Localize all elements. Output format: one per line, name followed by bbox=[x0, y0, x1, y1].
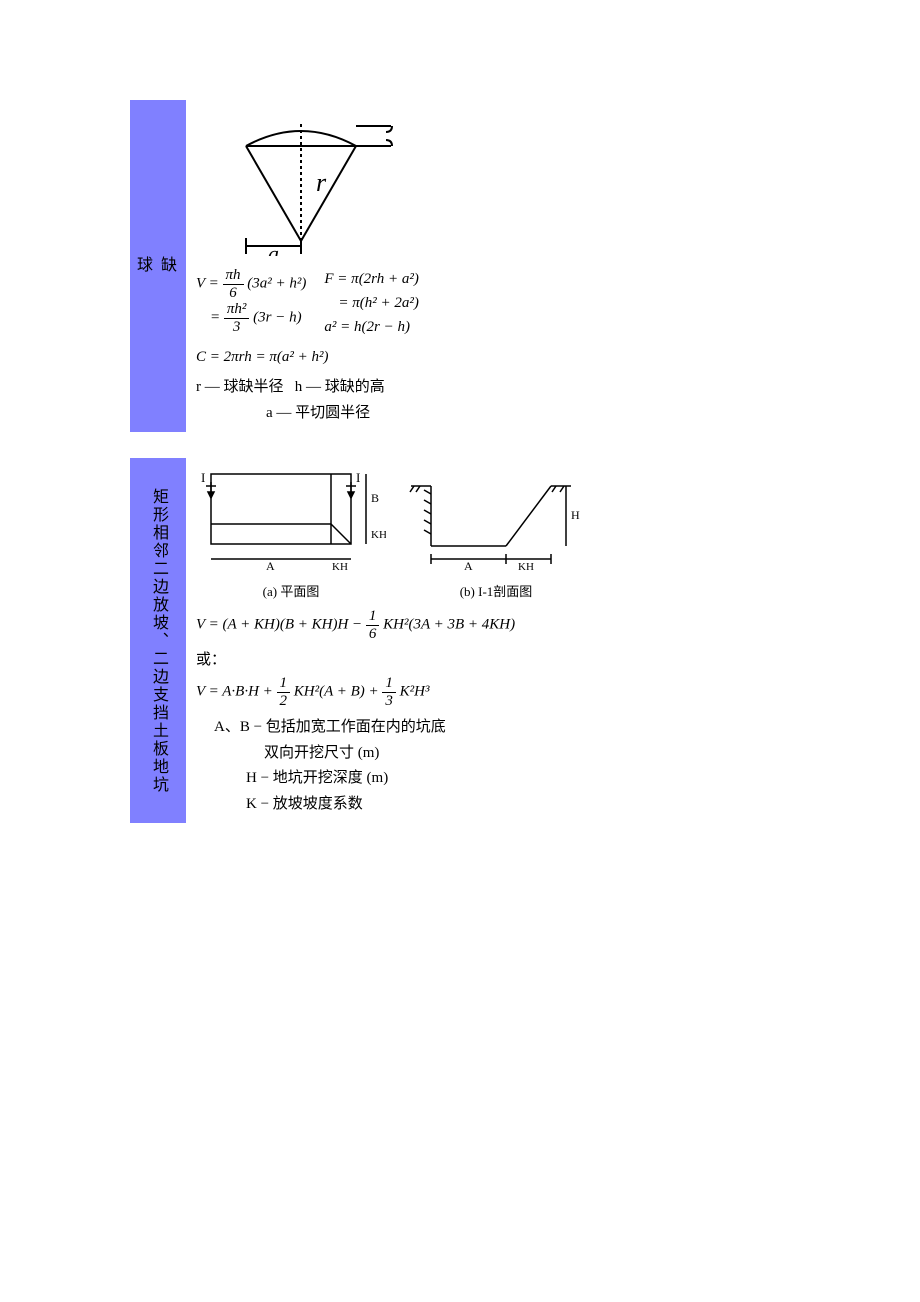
f1: F = π(2rh + a²) bbox=[324, 267, 419, 291]
diagram-row-pit: I I A KH B KH (a) 平面图 bbox=[196, 464, 586, 600]
pv1-lhs: V = (A + KH)(B + KH)H − bbox=[196, 616, 362, 632]
legend-spherical-cap: r — 球缺半径 h — 球缺的高 a — 平切圆半径 bbox=[196, 375, 419, 426]
v1-lhs: V = bbox=[196, 275, 219, 291]
pv2-f1n: 1 bbox=[277, 675, 291, 693]
legend-ab1: A、B − 包括加宽工作面在内的坑底 bbox=[196, 715, 586, 741]
label-a: a bbox=[268, 241, 279, 256]
entry-rect-pit: 矩形相邻二边放坡、二边支挡土板地坑 bbox=[130, 458, 920, 823]
legend-K: K − 放坡坡度系数 bbox=[196, 792, 586, 818]
v1-rhs: (3a² + h²) bbox=[247, 275, 306, 291]
caption-plan: (a) 平面图 bbox=[196, 581, 386, 600]
pv2-rhs: K²H³ bbox=[400, 683, 430, 699]
formula-c: C = 2πrh = π(a² + h²) bbox=[196, 345, 419, 369]
pv2-f2n: 1 bbox=[382, 675, 396, 693]
svg-text:KH: KH bbox=[371, 529, 386, 541]
legend-r: r — 球缺半径 bbox=[196, 379, 284, 395]
side-label-spherical-cap: 球 缺 bbox=[130, 100, 186, 432]
v2-rhs: (3r − h) bbox=[253, 309, 301, 325]
pv2-f1d: 2 bbox=[277, 693, 291, 710]
content-rect-pit: I I A KH B KH (a) 平面图 bbox=[186, 458, 596, 823]
label-text: 球 缺 bbox=[137, 238, 179, 294]
v1-num: πh bbox=[223, 267, 244, 285]
legend-h: h — 球缺的高 bbox=[295, 379, 385, 395]
pv2-mid: KH²(A + B) + bbox=[294, 683, 379, 699]
or-label: 或： bbox=[196, 648, 586, 669]
legend-pit: A、B − 包括加宽工作面在内的坑底 双向开挖尺寸 (m) H − 地坑开挖深度… bbox=[196, 715, 586, 817]
pv2-lhs: V = A·B·H + bbox=[196, 683, 273, 699]
formulas-row1: V = πh6 (3a² + h²) = πh²3 (3r − h) F = π… bbox=[196, 267, 419, 339]
legend-H: H − 地坑开挖深度 (m) bbox=[196, 766, 586, 792]
v2-num: πh² bbox=[224, 301, 250, 319]
formula-pit-v2: V = A·B·H + 12 KH²(A + B) + 13 K²H³ bbox=[196, 675, 586, 709]
svg-text:KH: KH bbox=[518, 561, 534, 573]
legend-ab2: 双向开挖尺寸 (m) bbox=[196, 741, 586, 767]
a2: a² = h(2r − h) bbox=[324, 315, 419, 339]
svg-text:B: B bbox=[371, 491, 379, 505]
v2-lhs: = bbox=[210, 309, 220, 325]
pv1-den: 6 bbox=[366, 626, 380, 643]
pv2-f2d: 3 bbox=[382, 693, 396, 710]
svg-text:H: H bbox=[571, 508, 580, 522]
legend-a: a — 平切圆半径 bbox=[196, 405, 370, 421]
svg-text:I: I bbox=[201, 470, 205, 485]
svg-text:KH: KH bbox=[332, 561, 348, 573]
caption-section: (b) I-1剖面图 bbox=[406, 581, 586, 600]
f2: = π(h² + 2a²) bbox=[324, 291, 419, 315]
pv1-num: 1 bbox=[366, 608, 380, 626]
formula-pit-v1: V = (A + KH)(B + KH)H − 16 KH²(3A + 3B +… bbox=[196, 608, 586, 642]
content-spherical-cap: r a V = πh6 (3a² + h²) = πh²3 (3r − h) bbox=[186, 100, 429, 432]
side-label-rect-pit: 矩形相邻二边放坡、二边支挡土板地坑 bbox=[130, 458, 186, 823]
diagram-spherical-cap: r a bbox=[216, 106, 419, 261]
label-text-2: 矩形相邻二边放坡、二边支挡土板地坑 bbox=[146, 488, 170, 794]
v1-den: 6 bbox=[223, 285, 244, 302]
diagram-plan: I I A KH B KH (a) 平面图 bbox=[196, 464, 386, 600]
entry-spherical-cap: 球 缺 bbox=[130, 100, 920, 432]
svg-text:A: A bbox=[464, 559, 473, 573]
v2-den: 3 bbox=[224, 319, 250, 336]
pv1-rhs: KH²(3A + 3B + 4KH) bbox=[383, 616, 515, 632]
diagram-section: A KH H (b) I-1剖面图 bbox=[406, 474, 586, 600]
svg-text:A: A bbox=[266, 559, 275, 573]
label-r: r bbox=[316, 168, 327, 197]
svg-text:I: I bbox=[356, 470, 360, 485]
